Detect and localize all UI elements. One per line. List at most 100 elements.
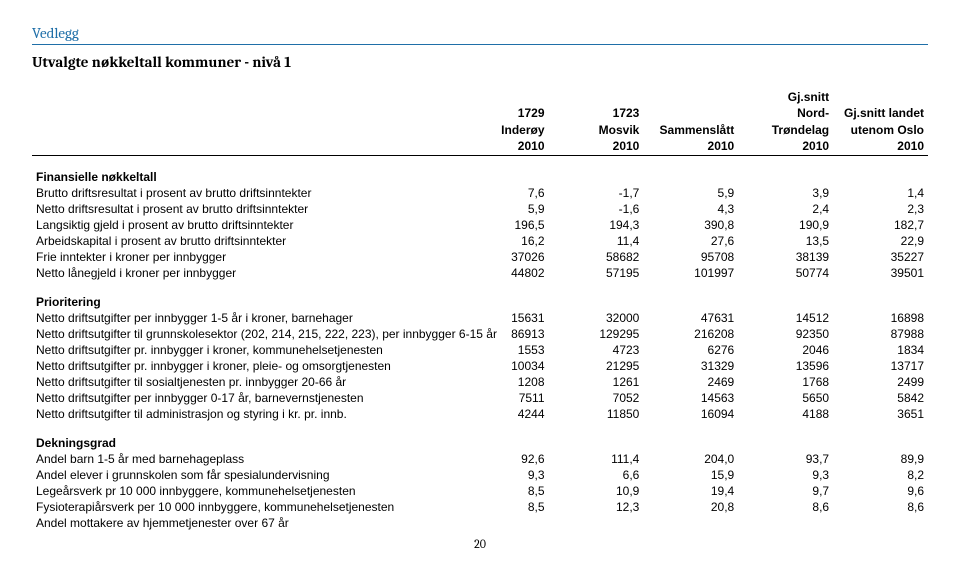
row-value: 3,9 (738, 185, 833, 201)
row-value: 10,9 (549, 483, 644, 499)
row-value: 182,7 (833, 217, 928, 233)
table-row: Netto driftsutgifter per innbygger 1-5 å… (32, 310, 928, 326)
row-value: 2469 (643, 374, 738, 390)
row-value: 14563 (643, 390, 738, 406)
row-value: 13596 (738, 358, 833, 374)
row-value: 13,5 (738, 233, 833, 249)
row-value: 89,9 (833, 451, 928, 467)
row-value: 50774 (738, 265, 833, 281)
row-value: 8,6 (833, 499, 928, 515)
row-value: 12,3 (549, 499, 644, 515)
page-number: 20 (32, 537, 928, 551)
table-row: Netto driftsutgifter pr. innbygger i kro… (32, 342, 928, 358)
column-header: Nord- (738, 105, 833, 121)
header-blank (32, 122, 454, 138)
row-value (454, 515, 549, 531)
column-header: Mosvik (549, 122, 644, 138)
row-value: 4,3 (643, 201, 738, 217)
row-value: 22,9 (833, 233, 928, 249)
row-value: 32000 (549, 310, 644, 326)
row-value: 13717 (833, 358, 928, 374)
row-label: Frie inntekter i kroner per innbygger (32, 249, 454, 265)
column-header: 1729 (454, 105, 549, 121)
row-value: 194,3 (549, 217, 644, 233)
row-value: 8,6 (738, 499, 833, 515)
table-row: Fysioterapiårsverk per 10 000 innbyggere… (32, 499, 928, 515)
column-header (833, 89, 928, 105)
row-value: 7052 (549, 390, 644, 406)
row-value: 95708 (643, 249, 738, 265)
row-value (833, 515, 928, 531)
row-value: 5650 (738, 390, 833, 406)
row-value: 37026 (454, 249, 549, 265)
row-label: Netto driftsutgifter til sosialtjenesten… (32, 374, 454, 390)
row-label: Netto lånegjeld i kroner per innbygger (32, 265, 454, 281)
column-header: 2010 (833, 138, 928, 155)
row-value: 9,3 (738, 467, 833, 483)
row-value: 10034 (454, 358, 549, 374)
table-row: Netto driftsutgifter til grunnskolesekto… (32, 326, 928, 342)
row-value: 5842 (833, 390, 928, 406)
row-value: 2,3 (833, 201, 928, 217)
row-value: 1,4 (833, 185, 928, 201)
row-label: Legeårsverk pr 10 000 innbyggere, kommun… (32, 483, 454, 499)
column-header (643, 89, 738, 105)
row-value: 38139 (738, 249, 833, 265)
row-label: Netto driftsutgifter pr. innbygger i kro… (32, 358, 454, 374)
table-row: Netto driftsutgifter pr. innbygger i kro… (32, 358, 928, 374)
row-value: 2,4 (738, 201, 833, 217)
row-value: 204,0 (643, 451, 738, 467)
column-header: 2010 (738, 138, 833, 155)
header-blank (32, 105, 454, 121)
data-table: Gj.snitt17291723Nord-Gj.snitt landetInde… (32, 89, 928, 531)
row-value: 216208 (643, 326, 738, 342)
table-row: Andel elever i grunnskolen som får spesi… (32, 467, 928, 483)
row-value: 2499 (833, 374, 928, 390)
table-row: Brutto driftsresultat i prosent av brutt… (32, 185, 928, 201)
column-header: Gj.snitt landet (833, 105, 928, 121)
row-value: 2046 (738, 342, 833, 358)
section-title: Dekningsgrad (32, 422, 928, 451)
column-header: 2010 (454, 138, 549, 155)
table-row: Netto driftsresultat i prosent av brutto… (32, 201, 928, 217)
row-value: 14512 (738, 310, 833, 326)
row-value: 7,6 (454, 185, 549, 201)
table-row: Andel mottakere av hjemmetjenester over … (32, 515, 928, 531)
row-label: Netto driftsutgifter per innbygger 1-5 å… (32, 310, 454, 326)
row-value (738, 515, 833, 531)
table-row: Netto lånegjeld i kroner per innbygger44… (32, 265, 928, 281)
row-value: 19,4 (643, 483, 738, 499)
row-value: 11850 (549, 406, 644, 422)
row-value: 8,2 (833, 467, 928, 483)
row-label: Brutto driftsresultat i prosent av brutt… (32, 185, 454, 201)
header-blank (32, 89, 454, 105)
section-title: Finansielle nøkkeltall (32, 155, 928, 185)
row-label: Netto driftsutgifter til administrasjon … (32, 406, 454, 422)
row-value (549, 515, 644, 531)
row-value: 7511 (454, 390, 549, 406)
row-value: 9,6 (833, 483, 928, 499)
row-value: 101997 (643, 265, 738, 281)
table-row: Arbeidskapital i prosent av brutto drift… (32, 233, 928, 249)
row-label: Netto driftsutgifter per innbygger 0-17 … (32, 390, 454, 406)
row-label: Andel barn 1-5 år med barnehageplass (32, 451, 454, 467)
row-value: 5,9 (643, 185, 738, 201)
table-row: Netto driftsutgifter per innbygger 0-17 … (32, 390, 928, 406)
row-value: 9,7 (738, 483, 833, 499)
row-value: 44802 (454, 265, 549, 281)
row-value: 16898 (833, 310, 928, 326)
column-header: 2010 (643, 138, 738, 155)
row-value: 4723 (549, 342, 644, 358)
column-header: Trøndelag (738, 122, 833, 138)
row-value: 390,8 (643, 217, 738, 233)
table-row: Langsiktig gjeld i prosent av brutto dri… (32, 217, 928, 233)
column-header: Gj.snitt (738, 89, 833, 105)
column-header: 1723 (549, 105, 644, 121)
row-value: 1553 (454, 342, 549, 358)
vedlegg-heading: Vedlegg (32, 24, 928, 45)
row-label: Langsiktig gjeld i prosent av brutto dri… (32, 217, 454, 233)
column-header (454, 89, 549, 105)
table-row: Andel barn 1-5 år med barnehageplass92,6… (32, 451, 928, 467)
column-header: 2010 (549, 138, 644, 155)
table-row: Netto driftsutgifter til sosialtjenesten… (32, 374, 928, 390)
